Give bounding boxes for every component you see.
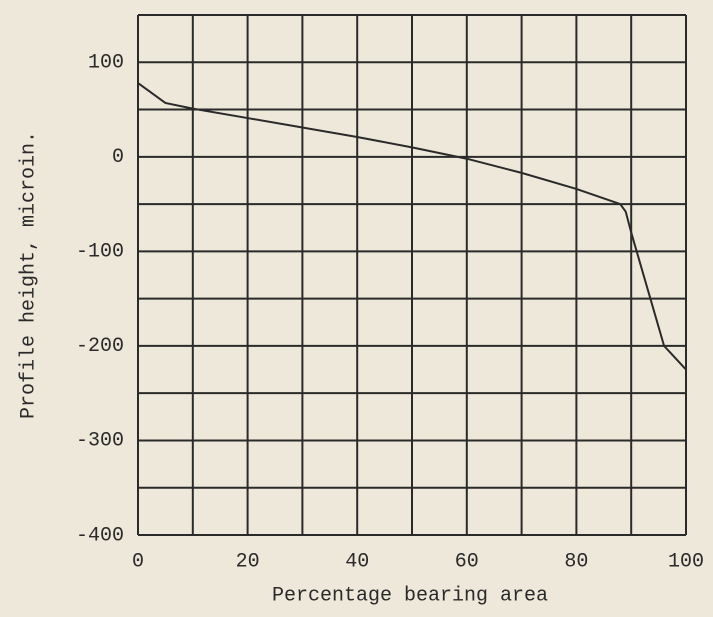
y-tick-label: -400 (76, 524, 124, 547)
x-tick-label: 80 (564, 550, 588, 573)
data-line (137, 82, 687, 371)
x-tick-label: 0 (132, 550, 144, 573)
y-tick-label: -200 (76, 335, 124, 358)
x-tick-label: 40 (345, 550, 369, 573)
y-tick-label: -300 (76, 430, 124, 453)
y-tick-label: 100 (88, 52, 124, 75)
x-axis-label: Percentage bearing area (272, 584, 548, 607)
x-tick-label: 20 (236, 550, 260, 573)
y-tick-label: -100 (76, 241, 124, 264)
x-tick-label: 100 (668, 550, 704, 573)
y-tick-label: 0 (112, 146, 124, 169)
x-tick-label: 60 (455, 550, 479, 573)
y-axis-label: Profile height, microin. (17, 131, 40, 419)
